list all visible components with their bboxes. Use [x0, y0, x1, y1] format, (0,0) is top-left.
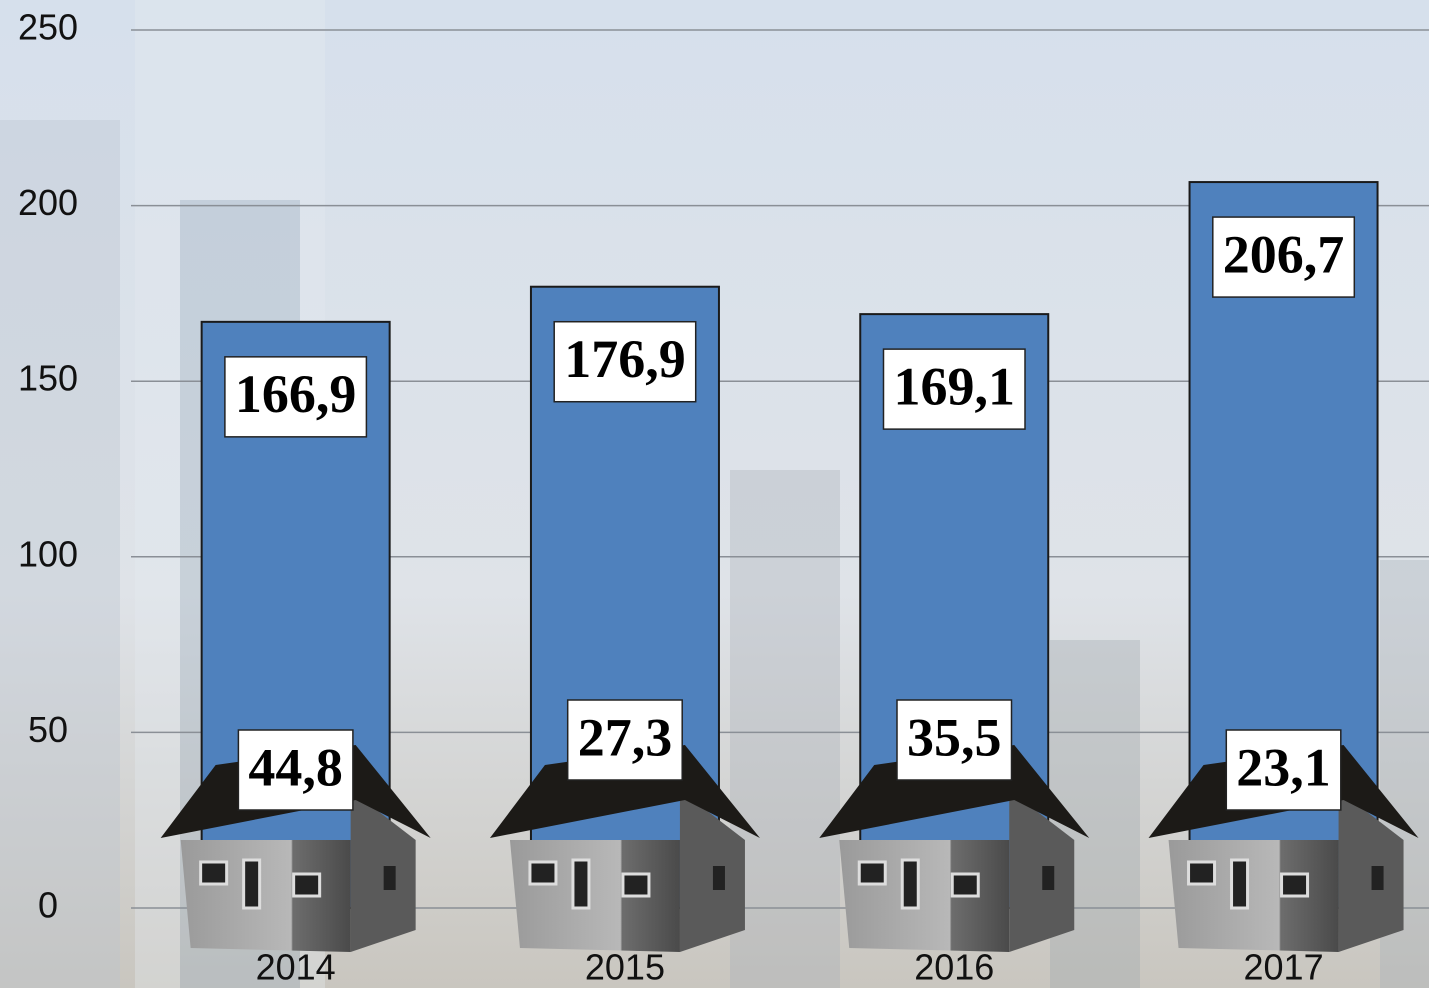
label-box [237, 729, 354, 811]
y-tick-label: 100 [18, 533, 78, 574]
data-label-text: 166,9 [235, 364, 357, 424]
door [900, 858, 920, 910]
window [950, 872, 980, 898]
house-side [679, 790, 745, 952]
data-label: 23,1 [1225, 729, 1342, 811]
door [1230, 858, 1250, 910]
data-label-text: 176,9 [564, 329, 686, 389]
house-side [350, 790, 416, 952]
y-tick-label: 250 [18, 7, 78, 48]
window [528, 860, 558, 886]
house-side [1338, 790, 1404, 952]
data-label-text: 35,5 [907, 707, 1002, 767]
house-wall [1168, 840, 1339, 952]
data-label: 169,1 [882, 348, 1026, 430]
window [857, 860, 887, 886]
data-label-text: 169,1 [894, 357, 1016, 417]
window [383, 866, 396, 890]
door [242, 858, 262, 910]
house-roof [819, 745, 1090, 838]
house-wall [180, 840, 351, 952]
y-tick-label: 50 [28, 709, 68, 750]
house-wall [839, 840, 1010, 952]
x-tick-label: 2017 [1244, 947, 1324, 988]
window [621, 872, 651, 898]
data-label-text: 44,8 [248, 737, 343, 797]
label-box [882, 348, 1026, 430]
data-label: 27,3 [566, 699, 683, 781]
data-label-text: 27,3 [578, 707, 673, 767]
window [1042, 866, 1055, 890]
window [712, 866, 725, 890]
y-tick-label: 150 [18, 358, 78, 399]
x-tick-label: 2014 [256, 947, 336, 988]
label-box [1212, 216, 1356, 298]
data-label: 44,8 [237, 729, 354, 811]
label-box [1225, 729, 1342, 811]
window [1280, 872, 1310, 898]
data-label: 166,9 [224, 356, 368, 438]
house-wall [509, 840, 680, 952]
x-tick-label: 2015 [585, 947, 665, 988]
x-tick-label: 2016 [914, 947, 994, 988]
window [1187, 860, 1217, 886]
house-roof [489, 745, 760, 838]
y-tick-label: 200 [18, 182, 78, 223]
data-label: 206,7 [1212, 216, 1356, 298]
window [292, 872, 322, 898]
data-label-text: 206,7 [1223, 224, 1345, 284]
y-tick-label: 0 [38, 885, 58, 926]
label-box [224, 356, 368, 438]
house [819, 745, 1090, 952]
label-box [896, 699, 1013, 781]
data-label: 176,9 [553, 320, 697, 403]
label-box [566, 699, 683, 781]
window [1371, 866, 1384, 890]
door [571, 858, 591, 910]
label-box [553, 320, 697, 403]
data-label: 35,5 [896, 699, 1013, 781]
window [199, 860, 229, 886]
house [489, 745, 760, 952]
house-side [1009, 790, 1075, 952]
data-label-text: 23,1 [1236, 737, 1331, 797]
